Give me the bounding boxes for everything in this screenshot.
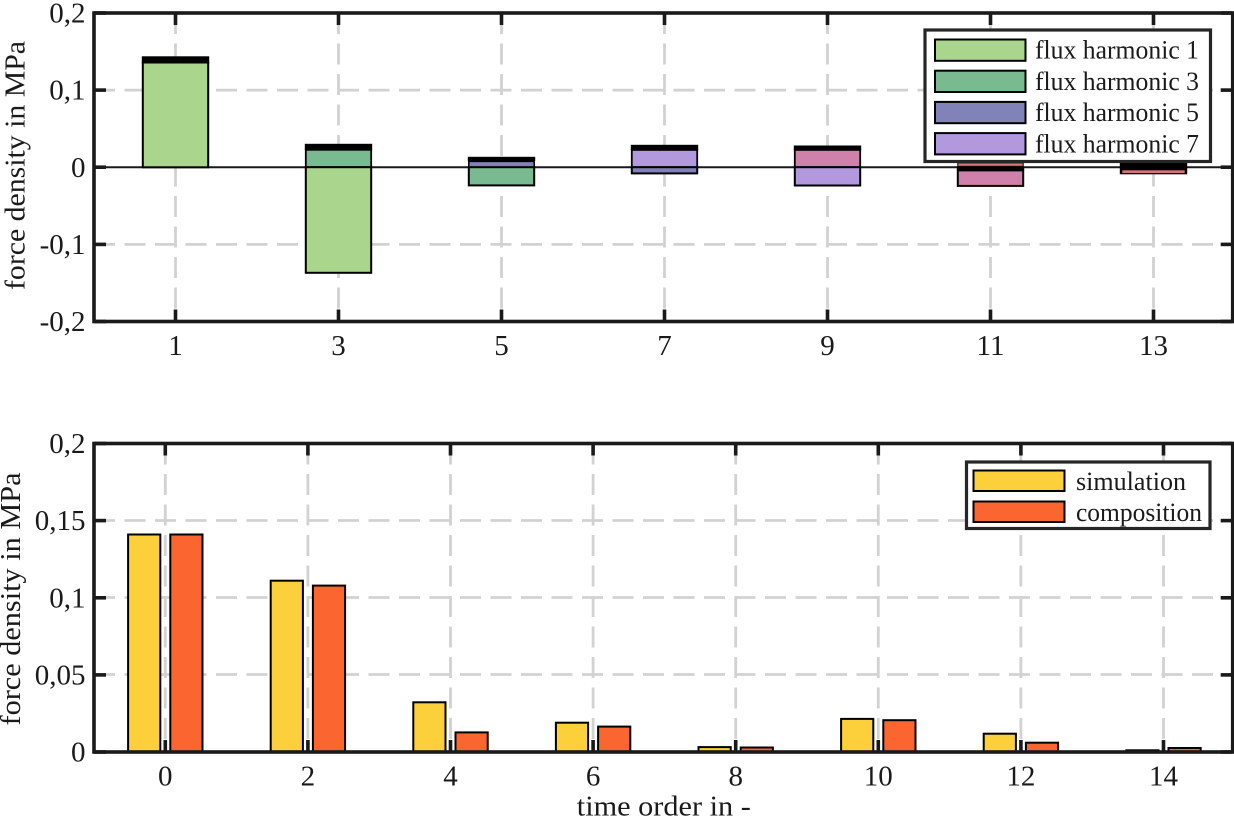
svg-text:0,05: 0,05 — [35, 659, 86, 691]
svg-text:5: 5 — [494, 330, 509, 362]
svg-text:12: 12 — [1006, 761, 1035, 793]
svg-text:flux harmonic 3: flux harmonic 3 — [1035, 66, 1199, 96]
svg-text:9: 9 — [820, 330, 835, 362]
svg-text:-0,1: -0,1 — [40, 229, 86, 261]
svg-text:force density in MPa: force density in MPa — [0, 472, 27, 725]
svg-text:0: 0 — [71, 737, 86, 769]
svg-text:14: 14 — [1149, 761, 1179, 793]
svg-text:0: 0 — [158, 761, 173, 793]
svg-text:force density in MPa: force density in MPa — [0, 41, 32, 290]
svg-text:8: 8 — [728, 761, 743, 793]
svg-text:simulation: simulation — [1076, 466, 1186, 496]
svg-text:11: 11 — [977, 330, 1005, 362]
svg-text:time order in -: time order in - — [577, 791, 751, 819]
svg-text:0,1: 0,1 — [49, 582, 85, 614]
svg-text:composition: composition — [1076, 497, 1202, 527]
svg-text:13: 13 — [1139, 330, 1168, 362]
svg-text:0,1: 0,1 — [49, 75, 85, 107]
svg-text:4: 4 — [443, 761, 458, 793]
svg-text:7: 7 — [657, 330, 672, 362]
svg-text:flux harmonic 1: flux harmonic 1 — [1035, 35, 1199, 65]
svg-text:0: 0 — [71, 152, 86, 184]
svg-text:flux harmonic 5: flux harmonic 5 — [1035, 97, 1199, 127]
svg-text:0,15: 0,15 — [35, 505, 86, 537]
svg-text:10: 10 — [864, 761, 893, 793]
svg-text:6: 6 — [586, 761, 601, 793]
svg-text:-0,2: -0,2 — [40, 306, 86, 338]
svg-text:1: 1 — [168, 330, 183, 362]
svg-text:0,2: 0,2 — [49, 428, 85, 460]
svg-text:flux harmonic 7: flux harmonic 7 — [1035, 128, 1199, 158]
svg-text:2: 2 — [301, 761, 316, 793]
svg-text:3: 3 — [331, 330, 346, 362]
svg-text:0,2: 0,2 — [49, 0, 85, 30]
